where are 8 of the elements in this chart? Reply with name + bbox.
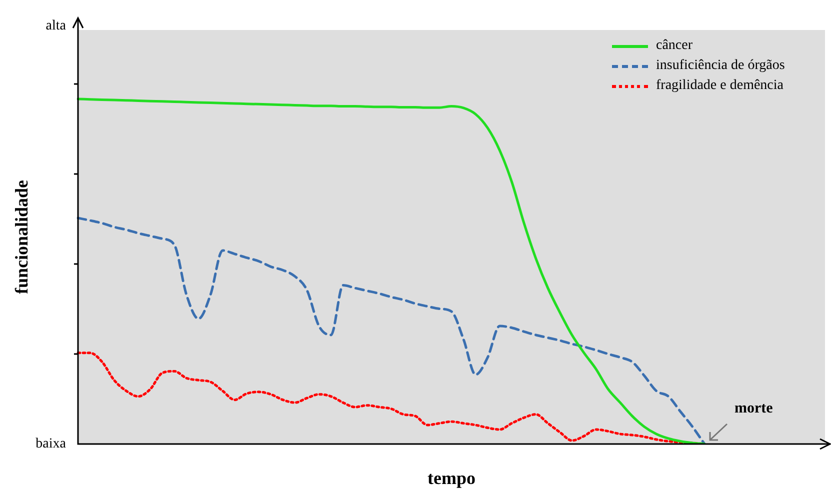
text: alta bbox=[46, 18, 67, 34]
legend-label: câncer bbox=[656, 37, 693, 55]
annotation: morte bbox=[734, 400, 774, 416]
legend-label: fragilidade e demência bbox=[656, 77, 784, 95]
legend-label: insuficiência de órgãos bbox=[656, 57, 785, 75]
text: baixa bbox=[36, 436, 67, 452]
x-axis-title: tempo bbox=[428, 468, 476, 488]
y-axis-title: funcionalidade bbox=[11, 180, 32, 294]
